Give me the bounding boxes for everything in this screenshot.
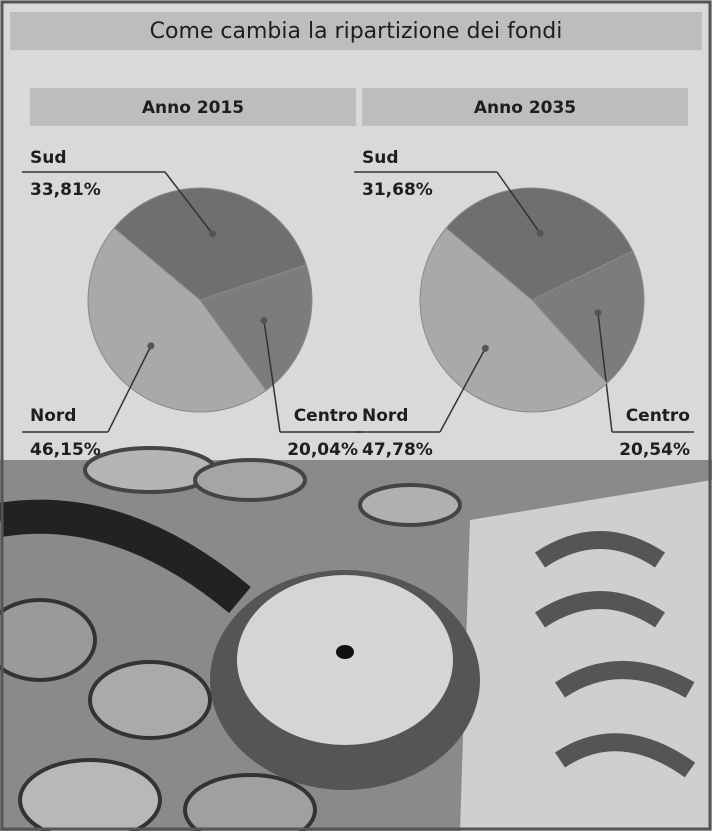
- slice-value: 20,04%: [287, 440, 358, 460]
- banknote-pattern: [535, 531, 696, 778]
- subtitle-bar: [30, 88, 356, 126]
- slice-label: Centro: [294, 406, 358, 426]
- leader-line: [496, 171, 541, 234]
- slice-value: 33,81%: [30, 180, 101, 200]
- leader-line: [107, 345, 152, 433]
- coin: [18, 758, 162, 831]
- leader-line: [439, 347, 486, 433]
- subtitle-bar: [362, 88, 688, 126]
- leader-line: [263, 320, 281, 433]
- pie-slice: [445, 187, 634, 301]
- pie-slice: [199, 264, 313, 392]
- slice-value: 47,78%: [362, 440, 433, 460]
- title: Come cambia la ripartizione dei fondi: [150, 19, 563, 44]
- coin: [88, 660, 212, 740]
- stethoscope-face: [237, 575, 453, 745]
- pie-slice: [531, 250, 645, 384]
- title-bar: [10, 12, 702, 50]
- slice-value: 31,68%: [362, 180, 433, 200]
- leader-dot: [260, 317, 268, 325]
- coin: [0, 598, 97, 682]
- subtitle: Anno 2035: [474, 98, 576, 118]
- slice-label: Sud: [30, 148, 67, 168]
- slice-label: Sud: [362, 148, 399, 168]
- leader-dot: [147, 342, 155, 350]
- leader-dot: [594, 309, 602, 317]
- leader-line: [164, 171, 214, 235]
- slice-value: 20,54%: [619, 440, 690, 460]
- stethoscope-tube: [0, 499, 251, 614]
- photo: [0, 446, 712, 831]
- pie-slice: [113, 187, 307, 301]
- slice-label: Nord: [362, 406, 408, 426]
- leader-dot: [481, 344, 489, 352]
- stethoscope-hole: [336, 645, 354, 659]
- leader-dot: [209, 230, 217, 238]
- coin: [358, 483, 462, 527]
- slice-label: Nord: [30, 406, 76, 426]
- subtitle: Anno 2015: [142, 98, 244, 118]
- leader-line: [597, 312, 613, 433]
- pie-slice: [419, 227, 608, 413]
- coin: [193, 458, 307, 502]
- leader-dot: [536, 229, 544, 237]
- slice-value: 46,15%: [30, 440, 101, 460]
- coin: [183, 773, 317, 831]
- slice-label: Centro: [626, 406, 690, 426]
- pie-slice: [87, 227, 267, 413]
